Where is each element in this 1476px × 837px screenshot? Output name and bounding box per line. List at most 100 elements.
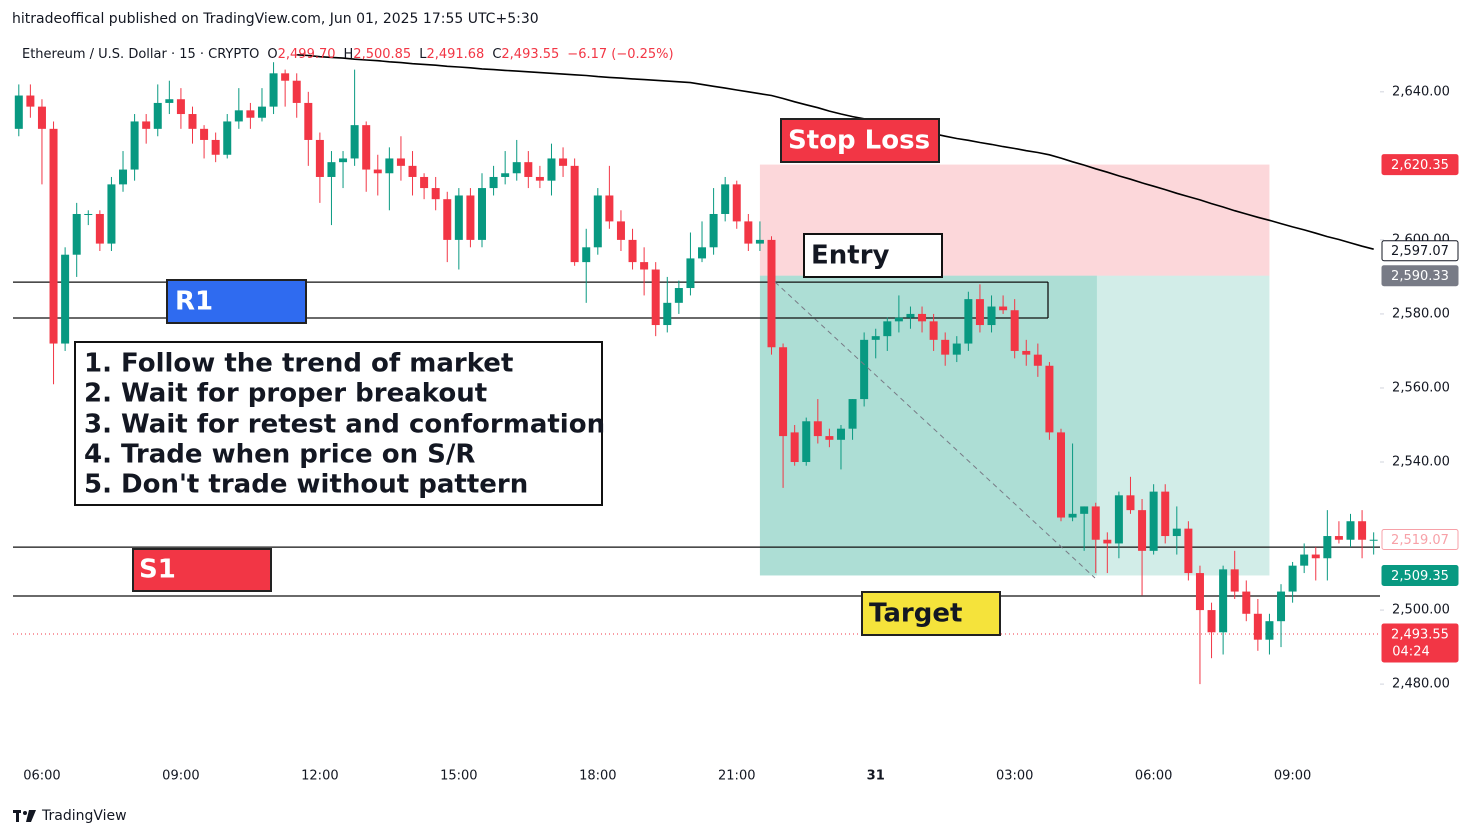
stop-loss-box xyxy=(780,118,940,163)
x-tick-label: 12:00 xyxy=(301,769,338,784)
candle-body xyxy=(1103,539,1112,544)
candle-body xyxy=(1369,539,1378,541)
candle-body xyxy=(1057,432,1065,518)
candle-body xyxy=(802,421,811,463)
candle-body xyxy=(142,121,151,129)
h-value: 2,500.85 xyxy=(353,47,411,62)
candle-body xyxy=(1207,610,1216,633)
candle-body xyxy=(813,421,822,437)
rule: 2. Wait for proper breakout xyxy=(84,379,487,409)
r1-box xyxy=(166,279,307,324)
candle-body xyxy=(570,165,579,263)
candle-body xyxy=(1195,573,1204,611)
candle-body xyxy=(1010,310,1019,351)
candle-body xyxy=(1114,495,1123,544)
y-tick-label: 2,580.00 xyxy=(1392,306,1450,321)
rules-box xyxy=(74,341,603,506)
h-label: H xyxy=(344,47,354,62)
candle-body xyxy=(269,73,278,107)
target-box xyxy=(861,591,1001,636)
candle-body xyxy=(1172,528,1181,537)
candle-body xyxy=(1230,569,1239,592)
candle-body xyxy=(698,247,707,259)
candle-body xyxy=(234,110,243,122)
candle-body xyxy=(767,239,776,348)
candle-body xyxy=(674,288,683,303)
price-label: 2,620.35 xyxy=(1391,158,1449,173)
candle-body xyxy=(1253,613,1262,640)
rule: 5. Don't trade without pattern xyxy=(84,470,528,500)
price-label: 2,590.33 xyxy=(1391,269,1449,284)
candle-body xyxy=(906,313,915,318)
candle-body xyxy=(304,102,313,140)
candle-body xyxy=(744,221,753,244)
candle-body xyxy=(1334,536,1343,540)
c-label: C xyxy=(492,47,501,62)
candle-body xyxy=(292,80,301,103)
candle-body xyxy=(975,299,984,326)
candle-body xyxy=(1242,591,1251,614)
candle-body xyxy=(165,99,174,103)
candle-body xyxy=(327,162,336,177)
candle-body xyxy=(362,125,371,170)
candle-body xyxy=(119,169,128,185)
candle-body xyxy=(1265,621,1274,640)
candle-body xyxy=(1346,521,1355,540)
candle-body xyxy=(512,162,521,174)
candle-body xyxy=(443,199,452,240)
x-tick-label: 06:00 xyxy=(1135,769,1172,784)
candle-body xyxy=(964,299,973,344)
candle-body xyxy=(84,213,93,215)
candle-body xyxy=(107,184,116,244)
r1-label: R1 xyxy=(175,287,213,317)
candle-body xyxy=(72,213,81,255)
change: −6.17 (−0.25%) xyxy=(567,47,673,62)
candle-body xyxy=(836,428,845,440)
stop-loss-label: Stop Loss xyxy=(788,126,930,156)
candle-body xyxy=(373,169,382,174)
price-label-box xyxy=(1381,623,1459,663)
candle-body xyxy=(95,213,104,244)
publisher: hitradeoffical published on TradingView.… xyxy=(12,11,539,27)
x-tick-label: 31 xyxy=(867,769,885,784)
candle-body xyxy=(848,399,857,429)
position-zones xyxy=(759,164,1270,576)
price-label: 2,597.07 xyxy=(1391,244,1449,259)
price-label: 2,519.07 xyxy=(1391,533,1449,548)
candle-body xyxy=(420,176,429,189)
candle-body xyxy=(454,195,463,240)
candle-body xyxy=(559,158,568,166)
x-tick-label: 21:00 xyxy=(718,769,755,784)
candle-body xyxy=(37,106,46,129)
price-label-box xyxy=(1381,528,1459,550)
candle-body xyxy=(339,158,348,163)
candle-body xyxy=(582,247,591,263)
rule: 1. Follow the trend of market xyxy=(84,349,513,379)
candle-body xyxy=(466,195,475,240)
candle-body xyxy=(825,436,834,440)
candle-body xyxy=(524,162,533,177)
candle-body xyxy=(790,432,799,463)
candle-body xyxy=(871,336,880,340)
countdown: 04:24 xyxy=(1392,644,1429,659)
plot: 06:00 09:00 12:00 15:00 18:00 21:00 31 03:00 06:… xyxy=(13,54,1380,784)
candle-body xyxy=(941,339,950,355)
x-tick-label: 09:00 xyxy=(1274,769,1311,784)
moving-average xyxy=(296,54,1374,250)
candle-body xyxy=(408,165,417,177)
candle-body xyxy=(246,110,255,118)
l-label: L xyxy=(419,47,427,62)
candle-body xyxy=(1068,513,1077,518)
symbol: Ethereum / U.S. Dollar · 15 · CRYPTO xyxy=(22,47,259,62)
logo-part xyxy=(23,811,27,815)
overlay: Stop Loss Entry R1 S1 Target 1. Follow t… xyxy=(74,118,1096,636)
candle-body xyxy=(396,158,405,166)
candle-body xyxy=(732,184,741,222)
candle-body xyxy=(431,188,440,200)
candle-body xyxy=(1323,536,1332,559)
candle-body xyxy=(999,306,1008,311)
candle-body xyxy=(593,195,602,248)
candle-body xyxy=(1126,495,1135,511)
footer-brand: TradingView xyxy=(41,808,127,824)
candle-body xyxy=(489,176,498,189)
